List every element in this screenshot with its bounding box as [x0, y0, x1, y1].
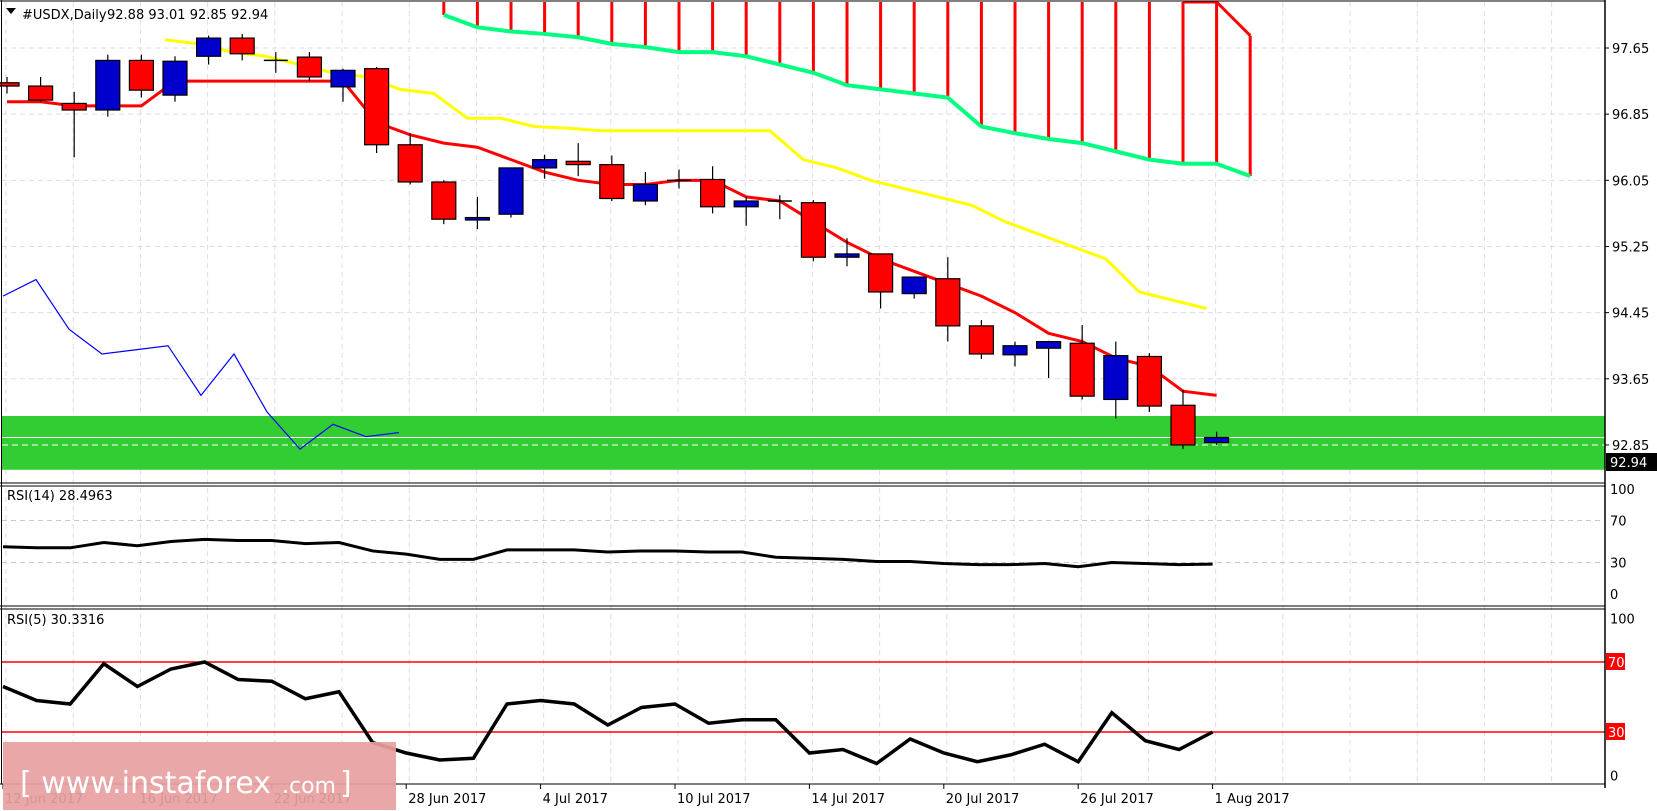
candle: [531, 154, 558, 179]
symbol-label: #USDX,Daily: [22, 8, 107, 23]
svg-text:95.25: 95.25: [1612, 240, 1649, 255]
svg-text:30: 30: [1610, 557, 1627, 572]
candle: [1136, 353, 1163, 412]
svg-text:4 Jul 2017: 4 Jul 2017: [543, 792, 608, 807]
rsi-panels: [2, 537, 1605, 766]
candle: [330, 68, 356, 102]
candle: [565, 143, 591, 177]
svg-text:[ www.instaforex: [ www.instaforex: [20, 766, 271, 801]
candle: [263, 52, 288, 73]
svg-text:100: 100: [1610, 483, 1635, 498]
candle: [1203, 431, 1230, 445]
candle: [128, 54, 154, 98]
candle: [901, 276, 927, 299]
svg-text:96.85: 96.85: [1612, 108, 1649, 123]
svg-text:70: 70: [1610, 515, 1627, 530]
candle: [95, 54, 121, 117]
svg-text:92.85: 92.85: [1612, 439, 1649, 454]
current-price-label: 92.94: [1610, 456, 1647, 471]
candle: [935, 257, 961, 342]
instaforex-watermark: [ www.instaforex .com ]: [3, 742, 396, 810]
candle: [296, 52, 322, 82]
candle: [1069, 325, 1095, 400]
rsi5-label: RSI(5) 30.3316: [7, 613, 104, 628]
candle: [397, 133, 423, 185]
candle: [699, 166, 726, 214]
candle: [61, 91, 87, 158]
svg-text:93.65: 93.65: [1612, 373, 1649, 388]
candle: [800, 200, 827, 262]
svg-text:96.05: 96.05: [1612, 174, 1649, 189]
candlesticks: [0, 33, 1230, 450]
svg-text:0: 0: [1610, 588, 1618, 603]
candle: [498, 167, 524, 218]
support-zone: [2, 416, 1605, 470]
candle: [431, 180, 457, 225]
candle: [733, 196, 759, 226]
svg-text:20 Jul 2017: 20 Jul 2017: [946, 792, 1020, 807]
current-price-box: [1606, 453, 1657, 471]
svg-text:28 Jun 2017: 28 Jun 2017: [408, 792, 486, 807]
svg-text:100: 100: [1610, 613, 1635, 628]
candle: [599, 155, 625, 201]
svg-text:10 Jul 2017: 10 Jul 2017: [677, 792, 751, 807]
candle: [162, 56, 188, 102]
ichimoku-cloud: [442, 0, 1252, 179]
candle: [229, 33, 255, 61]
candle: [1035, 340, 1062, 378]
candle: [667, 169, 691, 189]
svg-text:70: 70: [1608, 656, 1625, 671]
candle: [464, 196, 490, 230]
candle: [968, 320, 995, 359]
svg-text:14 Jul 2017: 14 Jul 2017: [811, 792, 885, 807]
svg-text:97.65: 97.65: [1612, 42, 1649, 57]
candle: [1103, 341, 1129, 419]
rsi-axis: 100 70 30 0 100 0 70 30: [1606, 483, 1635, 785]
price-axis: 97.65 96.85 96.05 95.25 94.45 93.65 92.85: [1605, 42, 1649, 454]
candle: [1002, 341, 1028, 367]
svg-text:1 Aug 2017: 1 Aug 2017: [1215, 792, 1290, 807]
candle: [196, 35, 222, 65]
candle: [364, 67, 390, 154]
candle: [632, 172, 659, 206]
candle: [834, 238, 860, 267]
candle: [1170, 389, 1196, 450]
ohlc-label: 92.88 93.01 92.85 92.94: [107, 8, 268, 23]
svg-text:.com: .com: [282, 774, 336, 799]
svg-text:94.45: 94.45: [1612, 307, 1649, 322]
svg-text:30: 30: [1608, 726, 1625, 741]
svg-text:26 Jul 2017: 26 Jul 2017: [1080, 792, 1154, 807]
candle: [28, 76, 54, 102]
rsi14-label: RSI(14) 28.4963: [7, 489, 113, 504]
svg-text:0: 0: [1610, 770, 1618, 785]
dropdown-triangle-icon[interactable]: [6, 8, 16, 14]
candle: [867, 253, 894, 309]
candle: [767, 195, 792, 220]
candle: [0, 76, 20, 94]
svg-text:]: ]: [340, 766, 352, 801]
